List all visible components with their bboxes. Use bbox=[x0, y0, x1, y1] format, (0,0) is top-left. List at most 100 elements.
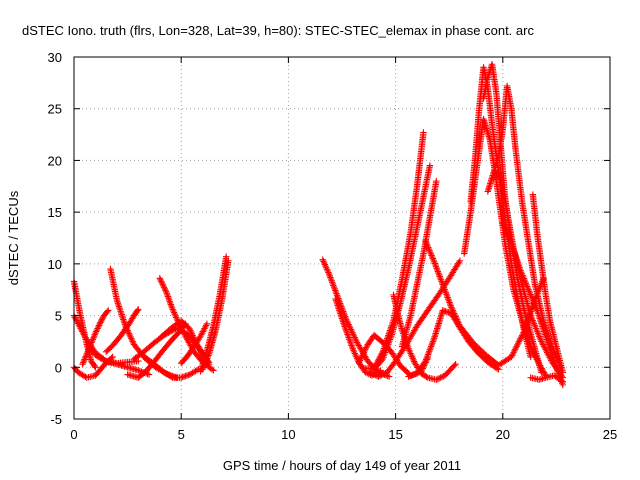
data-point bbox=[128, 336, 136, 344]
data-point bbox=[93, 326, 101, 334]
data-point bbox=[92, 329, 99, 337]
data-point bbox=[125, 330, 133, 337]
data-point bbox=[527, 353, 534, 361]
data-point bbox=[202, 322, 210, 329]
data-point bbox=[452, 313, 459, 320]
x-tick-label: 15 bbox=[388, 427, 402, 442]
data-point bbox=[375, 368, 383, 375]
data-point bbox=[83, 351, 90, 359]
data-point bbox=[366, 369, 374, 376]
data-point bbox=[156, 275, 163, 282]
data-point bbox=[200, 363, 208, 370]
data-point bbox=[452, 360, 459, 368]
data-point bbox=[433, 177, 440, 185]
data-point bbox=[90, 334, 97, 342]
data-point bbox=[94, 325, 101, 332]
y-tick-label: 15 bbox=[48, 205, 62, 220]
data-point bbox=[205, 352, 212, 359]
data-point bbox=[508, 352, 516, 359]
y-tick-label: 20 bbox=[48, 153, 62, 168]
data-point bbox=[435, 375, 443, 382]
data-point bbox=[88, 339, 95, 346]
data-point bbox=[223, 253, 230, 260]
data-point bbox=[136, 367, 144, 375]
data-point bbox=[377, 367, 384, 374]
data-point bbox=[426, 162, 434, 169]
data-point bbox=[558, 377, 565, 384]
data-point bbox=[202, 358, 210, 365]
data-point bbox=[559, 369, 567, 376]
data-point bbox=[92, 328, 100, 335]
data-point bbox=[453, 314, 460, 322]
data-point bbox=[514, 341, 521, 348]
data-point bbox=[511, 347, 518, 355]
data-point bbox=[127, 335, 135, 342]
data-point bbox=[379, 371, 386, 378]
data-point bbox=[134, 307, 141, 314]
data-point bbox=[145, 371, 153, 378]
data-point bbox=[104, 308, 111, 315]
data-point bbox=[200, 364, 207, 372]
data-series bbox=[366, 257, 464, 380]
data-point bbox=[203, 355, 211, 362]
data-point bbox=[96, 320, 103, 328]
data-point bbox=[89, 337, 96, 345]
data-point bbox=[450, 308, 457, 316]
data-point bbox=[376, 372, 384, 380]
data-point bbox=[369, 370, 376, 378]
data-point bbox=[129, 338, 136, 345]
x-tick-label: 5 bbox=[178, 427, 185, 442]
data-point bbox=[160, 284, 168, 291]
data-point bbox=[91, 331, 98, 338]
data-point bbox=[421, 359, 428, 366]
data-point bbox=[434, 375, 441, 383]
data-point bbox=[159, 281, 166, 288]
data-point bbox=[451, 311, 459, 319]
data-point bbox=[157, 276, 164, 284]
data-point bbox=[449, 307, 456, 314]
data-point bbox=[79, 360, 86, 368]
data-point bbox=[97, 319, 104, 326]
plot-frame bbox=[73, 56, 611, 420]
data-point bbox=[559, 378, 567, 385]
data-point bbox=[162, 287, 169, 294]
data-point bbox=[420, 129, 427, 136]
y-tick-label: 30 bbox=[48, 50, 62, 65]
data-point bbox=[81, 354, 89, 362]
data-point bbox=[509, 350, 517, 358]
data-point bbox=[91, 362, 98, 370]
data-series bbox=[405, 307, 502, 380]
chart-title: dSTEC Iono. truth (flrs, Lon=328, Lat=39… bbox=[22, 23, 534, 38]
data-point bbox=[98, 316, 106, 323]
data-point bbox=[161, 285, 168, 292]
data-point bbox=[378, 372, 385, 379]
data-point bbox=[455, 259, 463, 266]
data-point bbox=[518, 333, 525, 341]
data-point bbox=[135, 367, 142, 374]
data-point bbox=[105, 307, 112, 314]
y-tick-label: 0 bbox=[55, 360, 62, 375]
data-point bbox=[454, 318, 461, 325]
x-axis-label: GPS time / hours of day 149 of year 2011 bbox=[223, 458, 461, 473]
x-tick-label: 25 bbox=[603, 427, 617, 442]
data-point bbox=[538, 369, 545, 376]
data-point bbox=[496, 174, 503, 181]
data-point bbox=[433, 376, 440, 383]
data-point bbox=[126, 332, 133, 339]
data-point bbox=[95, 323, 102, 331]
data-series bbox=[529, 191, 567, 376]
y-tick-label: 25 bbox=[48, 102, 62, 117]
data-point bbox=[80, 359, 87, 366]
y-tick-labels: -5 0 5 10 15 20 25 30 bbox=[48, 50, 62, 427]
data-point bbox=[95, 322, 103, 329]
data-point bbox=[82, 353, 89, 360]
data-point bbox=[451, 310, 458, 317]
data-point bbox=[80, 357, 88, 365]
data-point bbox=[372, 372, 379, 379]
data-point bbox=[127, 333, 134, 340]
data-point bbox=[448, 305, 456, 313]
data-point bbox=[225, 257, 232, 264]
data-point bbox=[451, 362, 458, 369]
data-point bbox=[109, 353, 116, 361]
data-point bbox=[453, 316, 461, 323]
